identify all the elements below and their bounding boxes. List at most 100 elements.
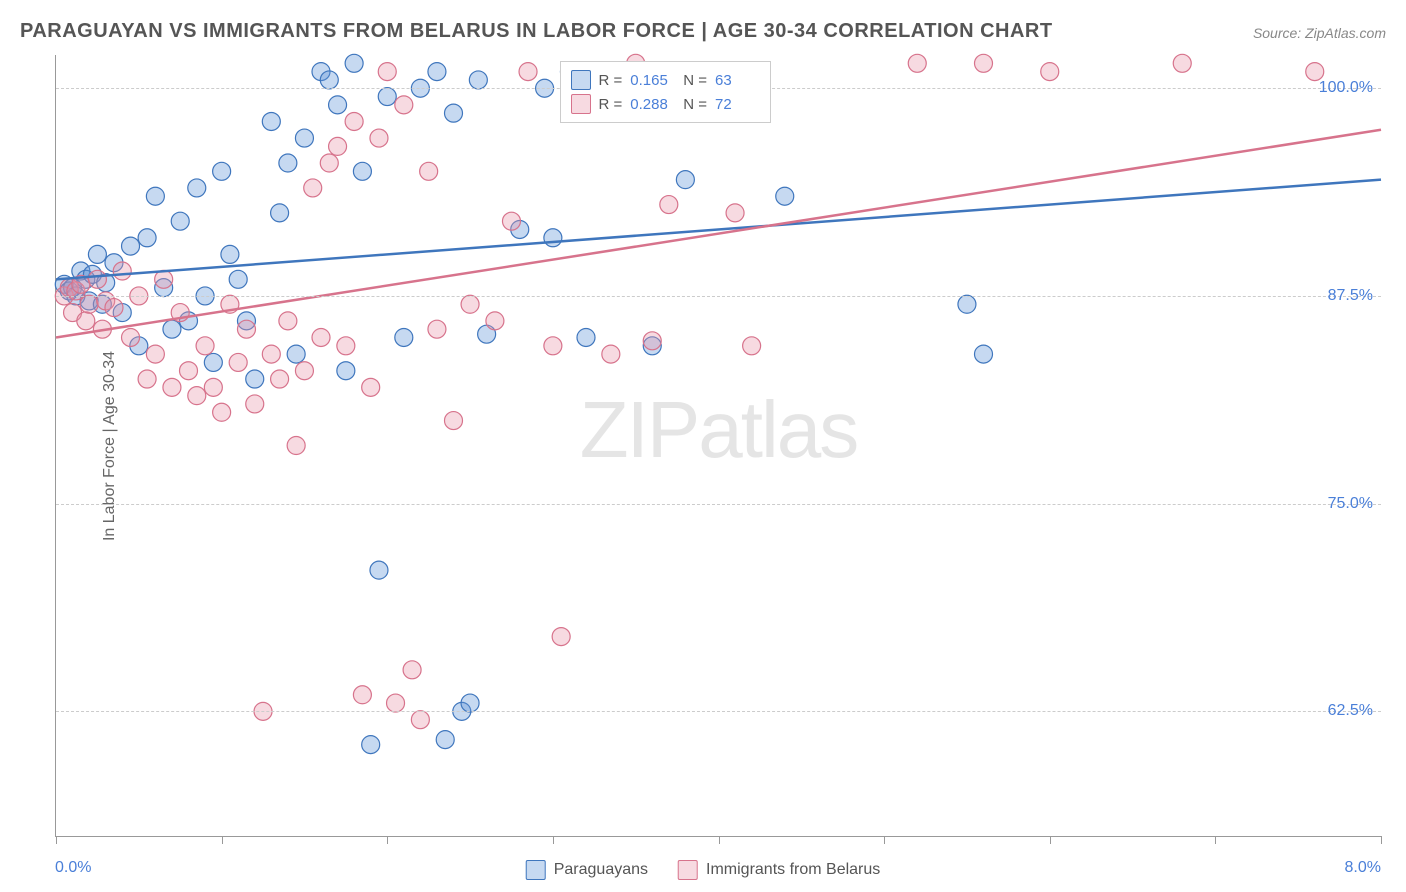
scatter-point: [908, 54, 926, 72]
scatter-point: [387, 694, 405, 712]
scatter-point: [271, 370, 289, 388]
scatter-point: [262, 345, 280, 363]
scatter-point: [329, 96, 347, 114]
scatter-point: [975, 345, 993, 363]
n-label-1: N =: [683, 72, 707, 89]
scatter-point: [295, 129, 313, 147]
scatter-point: [1306, 63, 1324, 81]
scatter-point: [287, 437, 305, 455]
scatter-point: [436, 731, 454, 749]
scatter-point: [320, 71, 338, 89]
scatter-point: [163, 320, 181, 338]
scatter-point: [345, 112, 363, 130]
scatter-point: [221, 245, 239, 263]
scatter-point: [378, 88, 396, 106]
trend-line: [56, 180, 1381, 280]
scatter-point: [237, 320, 255, 338]
scatter-point: [362, 378, 380, 396]
swatch-belarus: [678, 860, 698, 880]
source-label: Source: ZipAtlas.com: [1253, 25, 1386, 41]
scatter-point: [229, 270, 247, 288]
scatter-point: [295, 362, 313, 380]
gridline: [56, 296, 1381, 297]
scatter-point: [279, 154, 297, 172]
y-tick-label: 75.0%: [1328, 495, 1373, 513]
plot-area: ZIPatlas R = 0.165 N = 63 R = 0.288 N = …: [55, 55, 1381, 837]
legend-label-paraguayans: Paraguayans: [554, 861, 648, 879]
scatter-point: [213, 403, 231, 421]
scatter-point: [1041, 63, 1059, 81]
r-label-2: R =: [599, 96, 623, 113]
scatter-point: [122, 237, 140, 255]
correlation-legend: R = 0.165 N = 63 R = 0.288 N = 72: [560, 61, 772, 123]
x-axis-max-label: 8.0%: [1345, 859, 1381, 877]
scatter-point: [643, 332, 661, 350]
scatter-point: [337, 362, 355, 380]
scatter-point: [113, 262, 131, 280]
gridline: [56, 504, 1381, 505]
correlation-legend-row-1: R = 0.165 N = 63: [571, 68, 761, 92]
scatter-point: [353, 686, 371, 704]
scatter-point: [461, 694, 479, 712]
scatter-point: [395, 328, 413, 346]
scatter-point: [353, 162, 371, 180]
x-tick: [222, 836, 223, 844]
scatter-point: [776, 187, 794, 205]
y-tick-label: 62.5%: [1328, 702, 1373, 720]
scatter-point: [958, 295, 976, 313]
x-tick: [719, 836, 720, 844]
scatter-point: [345, 54, 363, 72]
r-value-2: 0.288: [630, 96, 675, 113]
n-label-2: N =: [683, 96, 707, 113]
plot-svg: [56, 55, 1381, 836]
scatter-point: [362, 736, 380, 754]
legend-item-paraguayans: Paraguayans: [526, 860, 648, 880]
scatter-point: [188, 387, 206, 405]
scatter-point: [743, 337, 761, 355]
scatter-point: [146, 345, 164, 363]
scatter-point: [660, 196, 678, 214]
scatter-point: [519, 63, 537, 81]
x-tick: [884, 836, 885, 844]
scatter-point: [138, 370, 156, 388]
scatter-point: [320, 154, 338, 172]
swatch-paraguayans-top: [571, 70, 591, 90]
scatter-point: [188, 179, 206, 197]
swatch-belarus-top: [571, 94, 591, 114]
scatter-point: [77, 312, 95, 330]
scatter-point: [544, 337, 562, 355]
r-label-1: R =: [599, 72, 623, 89]
y-tick-label: 100.0%: [1319, 79, 1373, 97]
scatter-point: [975, 54, 993, 72]
scatter-point: [461, 295, 479, 313]
scatter-point: [1173, 54, 1191, 72]
scatter-point: [279, 312, 297, 330]
scatter-point: [180, 362, 198, 380]
scatter-point: [378, 63, 396, 81]
scatter-point: [204, 353, 222, 371]
scatter-point: [469, 71, 487, 89]
gridline: [56, 711, 1381, 712]
x-axis-min-label: 0.0%: [55, 859, 91, 877]
scatter-point: [155, 270, 173, 288]
scatter-point: [411, 711, 429, 729]
scatter-point: [312, 328, 330, 346]
scatter-point: [88, 245, 106, 263]
n-value-1: 63: [715, 72, 760, 89]
scatter-point: [246, 395, 264, 413]
scatter-point: [229, 353, 247, 371]
legend-label-belarus: Immigrants from Belarus: [706, 861, 880, 879]
y-tick-label: 87.5%: [1328, 287, 1373, 305]
scatter-point: [602, 345, 620, 363]
scatter-point: [105, 299, 123, 317]
scatter-point: [726, 204, 744, 222]
scatter-point: [370, 129, 388, 147]
chart-title: PARAGUAYAN VS IMMIGRANTS FROM BELARUS IN…: [20, 20, 1053, 43]
x-tick: [56, 836, 57, 844]
scatter-point: [420, 162, 438, 180]
scatter-point: [80, 295, 98, 313]
scatter-point: [544, 229, 562, 247]
scatter-point: [337, 337, 355, 355]
correlation-legend-row-2: R = 0.288 N = 72: [571, 92, 761, 116]
scatter-point: [445, 412, 463, 430]
